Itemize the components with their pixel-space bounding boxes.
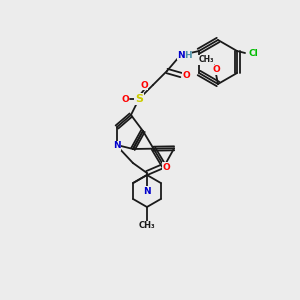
Text: O: O	[140, 80, 148, 89]
Text: O: O	[121, 94, 129, 103]
Text: O: O	[212, 65, 220, 74]
Text: S: S	[135, 94, 143, 104]
Text: O: O	[162, 163, 170, 172]
Text: N: N	[143, 187, 151, 196]
Text: H: H	[184, 50, 192, 59]
Text: N: N	[177, 50, 185, 59]
Text: O: O	[182, 70, 190, 80]
Text: Cl: Cl	[248, 49, 258, 58]
Text: CH₃: CH₃	[139, 221, 155, 230]
Text: CH₃: CH₃	[198, 56, 214, 64]
Text: N: N	[113, 142, 121, 151]
